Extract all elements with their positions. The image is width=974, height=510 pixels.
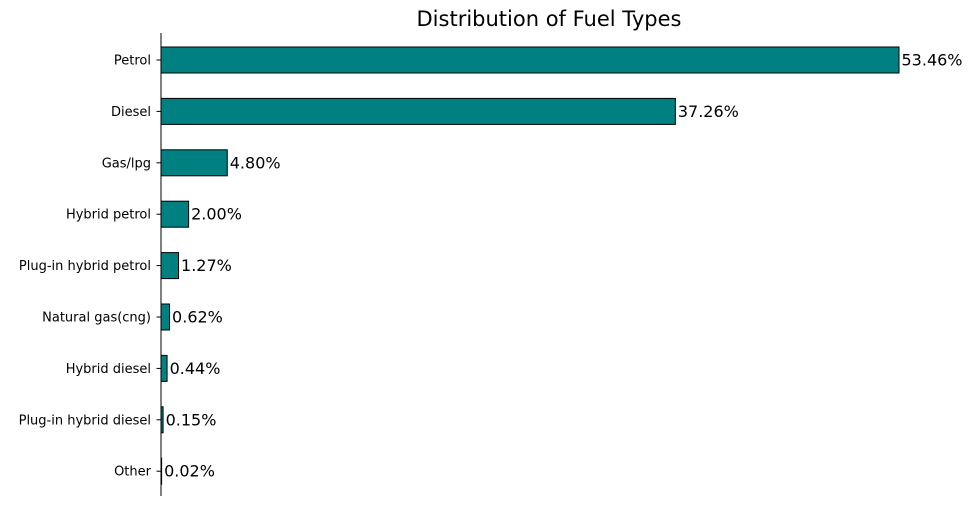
y-tick-label-plug-in-hybrid-petrol: Plug-in hybrid petrol	[19, 259, 151, 274]
y-tick-label-natural-gas-cng: Natural gas(cng)	[42, 311, 151, 326]
y-tick-label-plug-in-hybrid-diesel: Plug-in hybrid diesel	[19, 413, 151, 428]
bar-petrol	[160, 46, 900, 74]
y-tick-label-petrol: Petrol	[114, 54, 151, 69]
value-label-diesel: 37.26%	[678, 102, 739, 121]
value-label-natural-gas-cng: 0.62%	[172, 308, 223, 327]
value-label-plug-in-hybrid-petrol: 1.27%	[181, 256, 232, 275]
y-tick-label-hybrid-petrol: Hybrid petrol	[66, 208, 151, 223]
value-label-hybrid-petrol: 2.00%	[191, 205, 242, 224]
bar-natural-gas-cng	[160, 303, 171, 331]
y-tick-label-diesel: Diesel	[111, 105, 151, 120]
y-tick-label-hybrid-diesel: Hybrid diesel	[66, 362, 151, 377]
bar-diesel	[160, 97, 676, 125]
value-label-gas-lpg: 4.80%	[230, 153, 281, 172]
bars-group: 53.46% 37.26% 4.80% 2.00% 1.27% 0.62% 0.44% 0.1…	[160, 46, 963, 485]
chart-title: Distribution of Fuel Types	[417, 7, 682, 31]
bar-gas-lpg	[160, 149, 228, 177]
value-label-plug-in-hybrid-diesel: 0.15%	[166, 410, 217, 429]
y-tick-label-gas-lpg: Gas/lpg	[102, 156, 151, 171]
y-ticks-group: Petrol Diesel Gas/lpg Hybrid petrol Plug-in …	[19, 54, 161, 480]
y-tick-label-other: Other	[114, 465, 152, 480]
value-label-other: 0.02%	[164, 462, 215, 481]
bar-hybrid-petrol	[160, 200, 190, 228]
bar-plug-in-hybrid-petrol	[160, 252, 180, 280]
bar-hybrid-diesel	[160, 354, 168, 382]
value-label-hybrid-diesel: 0.44%	[170, 359, 221, 378]
value-label-petrol: 53.46%	[902, 51, 963, 70]
